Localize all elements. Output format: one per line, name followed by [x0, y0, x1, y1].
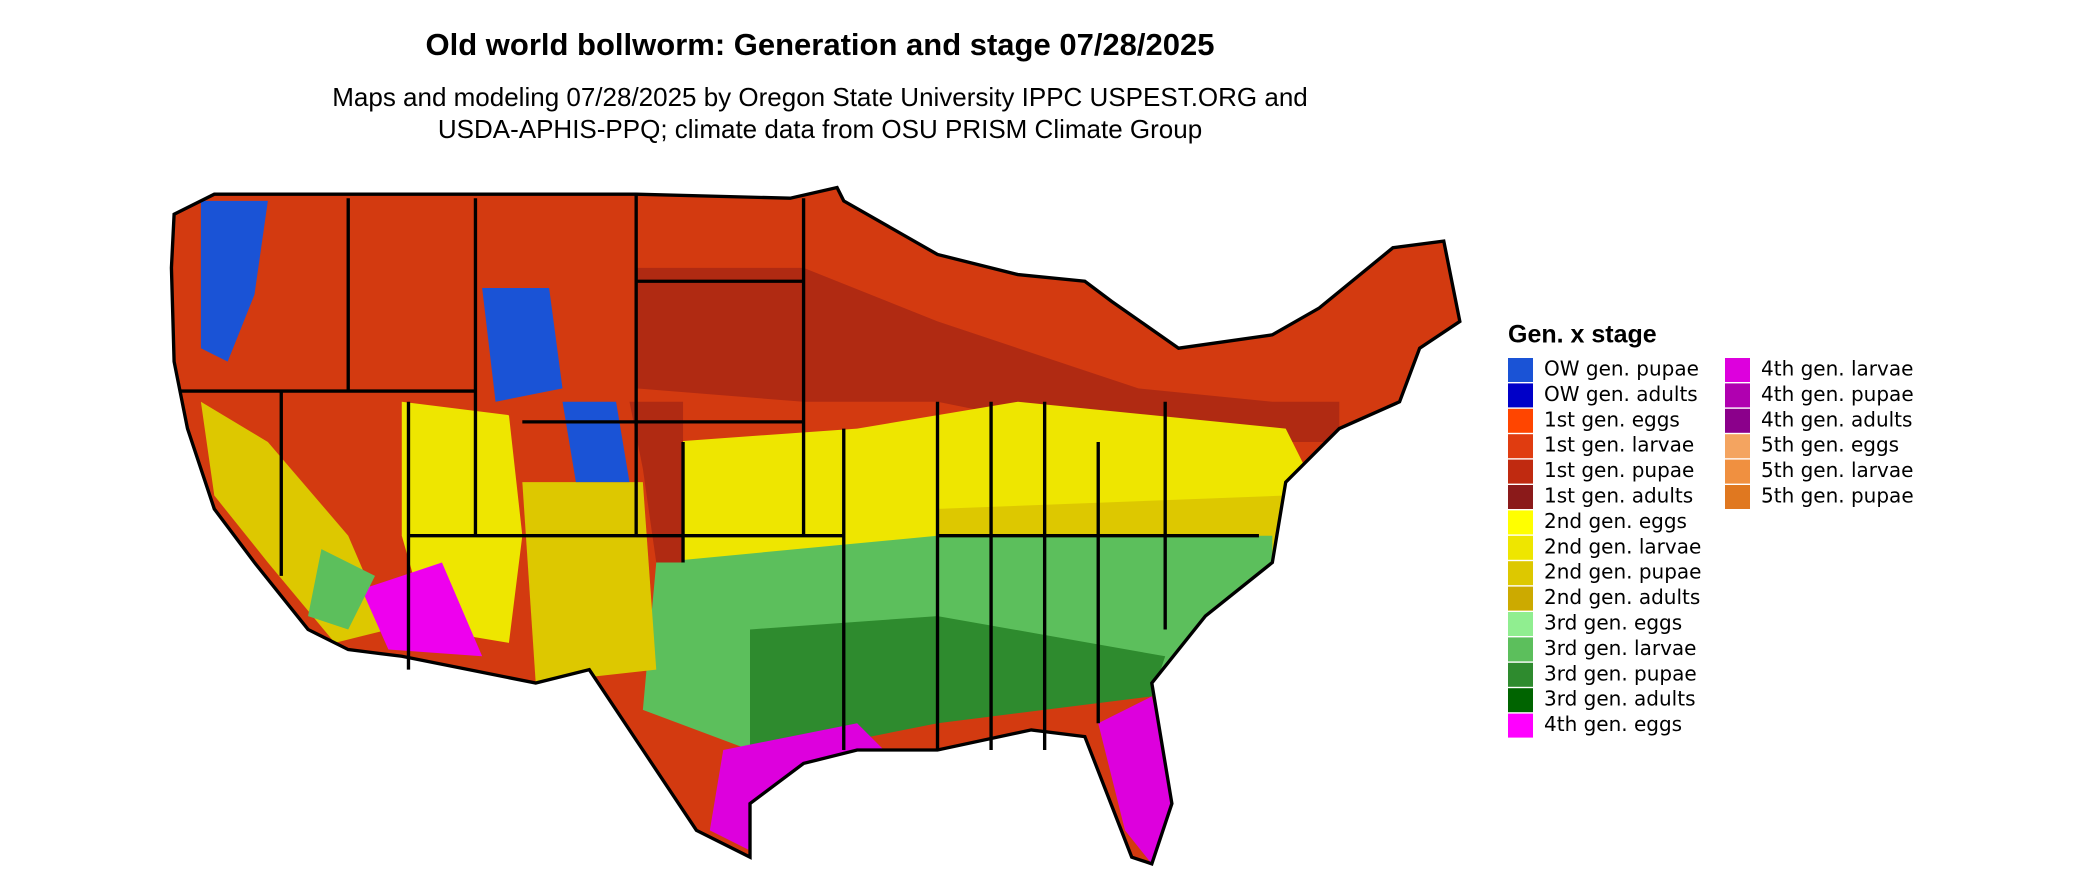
legend-swatch: [1508, 383, 1533, 408]
legend-label: 2nd gen. larvae: [1544, 534, 1701, 558]
legend-swatch: [1508, 459, 1533, 484]
legend-swatch: [1508, 688, 1533, 713]
legend-swatch: [1508, 358, 1533, 382]
map-title: Old world bollworm: Generation and stage…: [426, 27, 1215, 62]
legend-swatch: [1508, 586, 1533, 611]
legend-swatch: [1725, 485, 1750, 509]
map-subtitle: Maps and modeling 07/28/2025 by Oregon S…: [332, 82, 1308, 112]
legend-swatch: [1725, 408, 1750, 433]
legend-label: 2nd gen. eggs: [1544, 509, 1687, 533]
map-subtitle: USDA-APHIS-PPQ; climate data from OSU PR…: [438, 114, 1202, 144]
legend-label: 1st gen. adults: [1544, 484, 1693, 508]
legend-label: 3rd gen. eggs: [1544, 611, 1682, 635]
legend-swatch: [1725, 434, 1750, 459]
legend-swatch: [1508, 510, 1533, 535]
legend-label: 2nd gen. pupae: [1544, 560, 1701, 584]
legend-label: 5th gen. pupae: [1761, 484, 1914, 508]
legend-label: 3rd gen. larvae: [1544, 636, 1696, 660]
legend-label: 1st gen. pupae: [1544, 458, 1694, 482]
legend-swatch: [1725, 358, 1750, 382]
legend-label: 1st gen. eggs: [1544, 407, 1680, 431]
legend-swatch: [1725, 383, 1750, 408]
legend-label: 2nd gen. adults: [1544, 585, 1700, 609]
legend-label: 3rd gen. pupae: [1544, 661, 1697, 685]
legend-swatch: [1725, 459, 1750, 484]
legend-swatch: [1508, 485, 1533, 509]
legend-swatch: [1508, 561, 1533, 586]
legend-swatch: [1508, 662, 1533, 687]
legend-swatch: [1508, 535, 1533, 560]
us-map: [169, 185, 1462, 866]
legend-swatch: [1508, 713, 1533, 738]
legend-label: 4th gen. larvae: [1761, 357, 1913, 381]
legend-label: 3rd gen. adults: [1544, 687, 1695, 711]
legend-swatch: [1508, 408, 1533, 433]
legend-swatch: [1508, 637, 1533, 662]
legend-label: 5th gen. larvae: [1761, 458, 1913, 482]
legend-label: 4th gen. eggs: [1544, 712, 1682, 736]
legend-label: OW gen. pupae: [1544, 357, 1699, 381]
legend-swatch: [1508, 434, 1533, 459]
legend-swatch: [1508, 612, 1533, 636]
legend-title: Gen. x stage: [1508, 321, 1657, 349]
legend-label: 1st gen. larvae: [1544, 433, 1694, 457]
legend-label: OW gen. adults: [1544, 382, 1698, 406]
legend-label: 4th gen. adults: [1761, 407, 1912, 431]
legend-label: 5th gen. eggs: [1761, 433, 1899, 457]
legend-label: 4th gen. pupae: [1761, 382, 1914, 406]
